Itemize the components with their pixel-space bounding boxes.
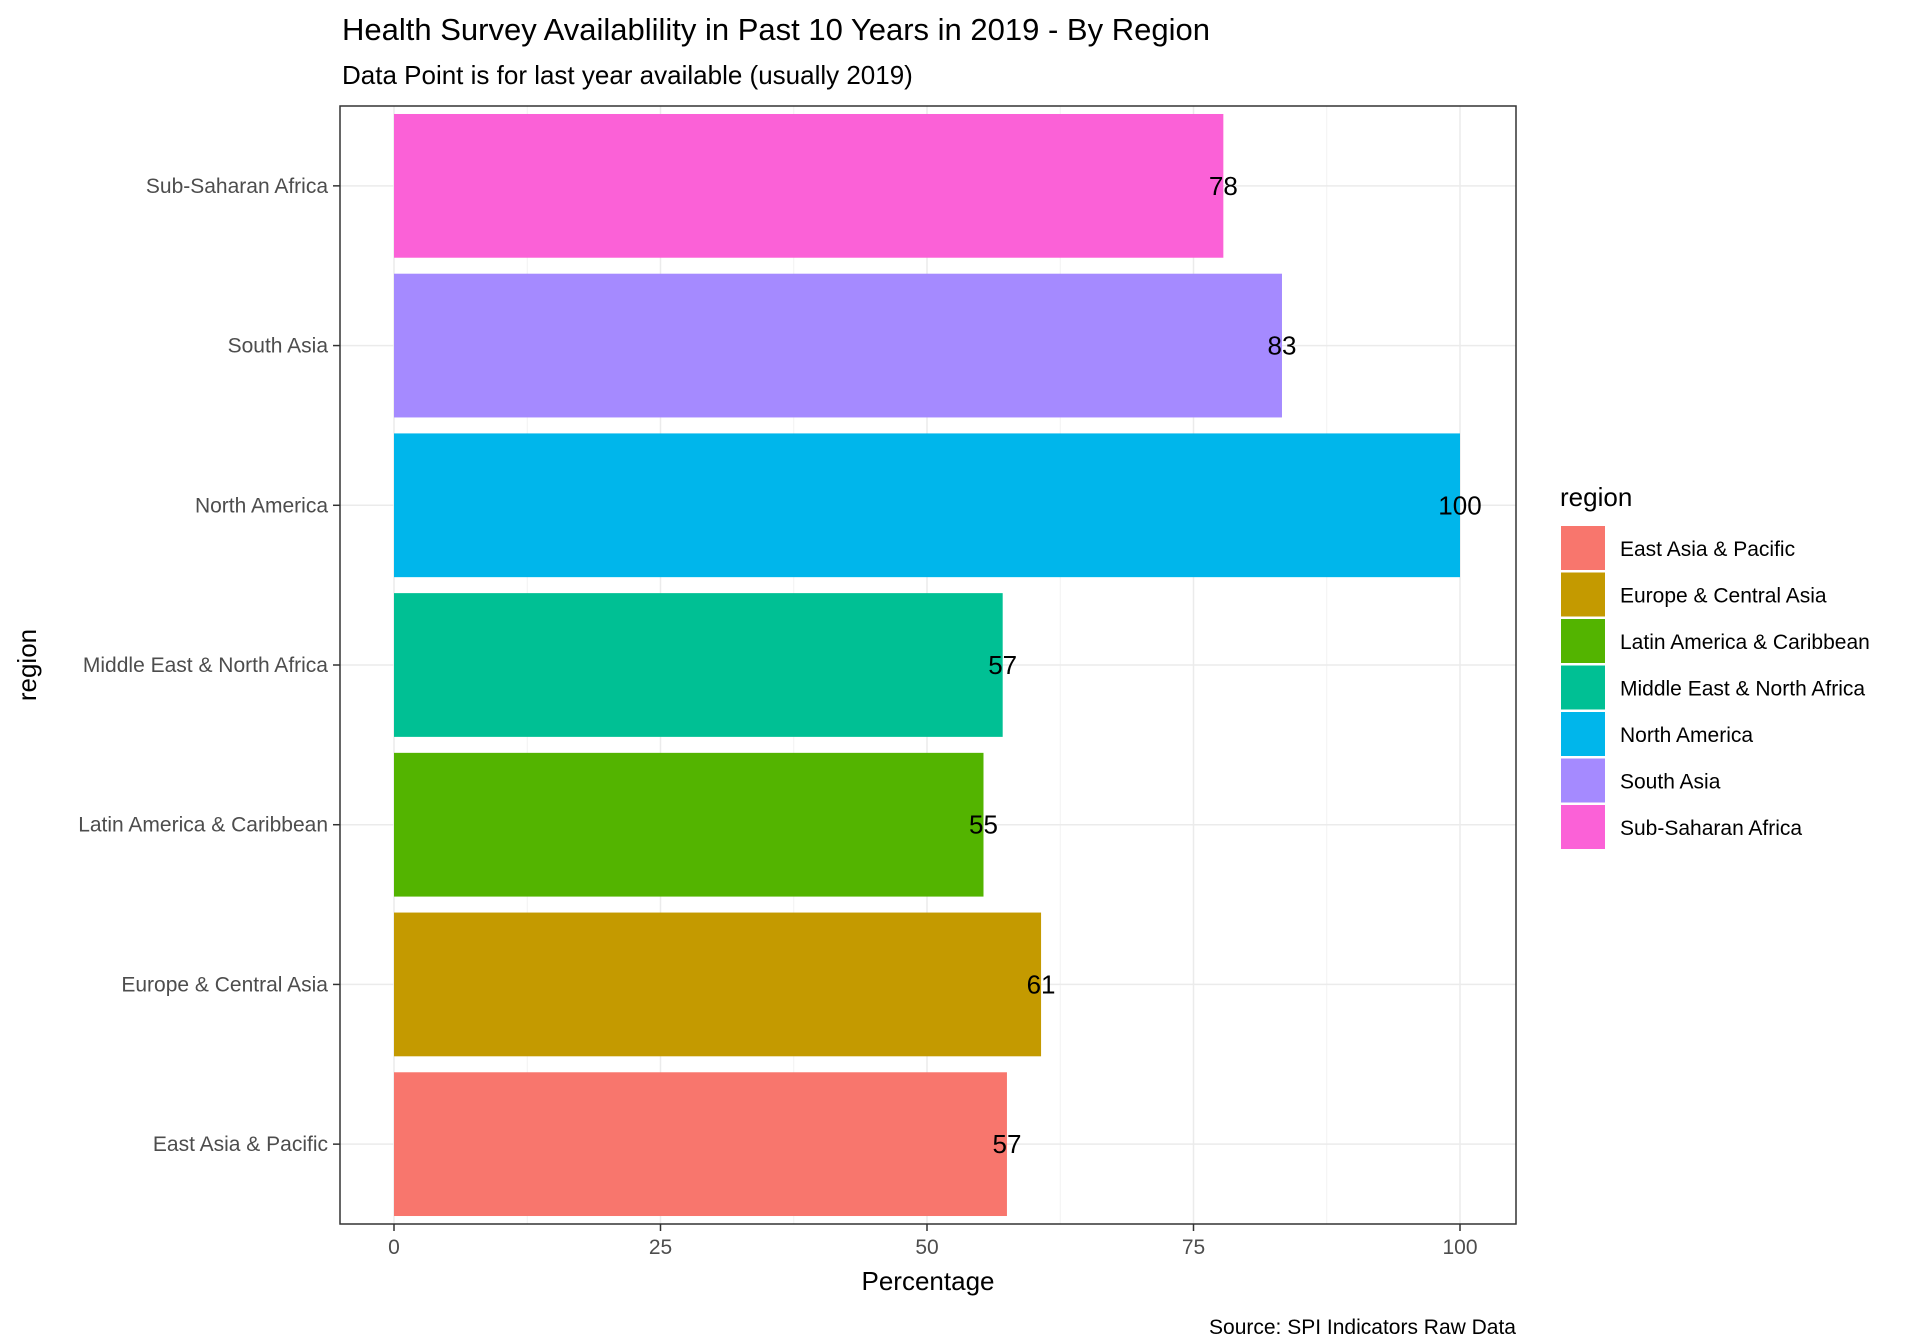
- y-tick-label: East Asia & Pacific: [153, 1133, 328, 1156]
- legend-swatch: [1561, 526, 1605, 570]
- x-tick-label: 75: [1182, 1236, 1205, 1259]
- legend-swatch: [1561, 619, 1605, 663]
- y-tick-label: South Asia: [228, 335, 329, 358]
- chart-title: Health Survey Availablility in Past 10 Y…: [342, 12, 1210, 47]
- x-tick-label: 100: [1442, 1236, 1477, 1259]
- legend-entry-label: Middle East & North Africa: [1620, 678, 1865, 701]
- chart-caption: Source: SPI Indicators Raw Data: [1209, 1316, 1516, 1339]
- y-axis: East Asia & Pacific Europe & Central Asia…: [78, 175, 340, 1156]
- legend: region East Asia & Pacific Europe & Centr…: [1560, 482, 1870, 849]
- legend-title: region: [1560, 482, 1632, 512]
- bar-value-label: 61: [1027, 969, 1056, 999]
- legend-swatch: [1561, 572, 1605, 617]
- chart-subtitle: Data Point is for last year available (u…: [342, 60, 913, 90]
- bar-value-label: 55: [969, 810, 998, 840]
- bar-value-label: 57: [992, 1129, 1021, 1159]
- bar: [394, 433, 1460, 578]
- y-tick-label: Sub-Saharan Africa: [146, 175, 328, 198]
- y-axis-title: region: [12, 629, 42, 701]
- x-axis-title: Percentage: [862, 1266, 995, 1296]
- legend-swatch: [1561, 712, 1605, 756]
- x-axis: 0 25 50 75 100: [388, 1224, 1478, 1259]
- bar-labels: 57 61 55 57 100 83 78: [969, 171, 1482, 1159]
- bar: [394, 273, 1282, 418]
- y-tick-label: Middle East & North Africa: [83, 654, 328, 677]
- legend-entry-label: Europe & Central Asia: [1620, 585, 1827, 608]
- y-tick-label: North America: [195, 494, 328, 517]
- bar-value-label: 78: [1209, 171, 1238, 201]
- y-tick-label: Latin America & Caribbean: [78, 814, 328, 837]
- legend-entry-label: Latin America & Caribbean: [1620, 631, 1870, 654]
- bar: [394, 113, 1224, 258]
- x-tick-label: 25: [649, 1236, 672, 1259]
- plot-panel: 57 61 55 57 100 83 78: [339, 105, 1517, 1225]
- bar-value-label: 100: [1438, 490, 1481, 520]
- y-tick-label: Europe & Central Asia: [121, 973, 328, 996]
- legend-entry-label: South Asia: [1620, 771, 1721, 794]
- legend-items: East Asia & Pacific Europe & Central Asia…: [1561, 526, 1870, 849]
- legend-entry-label: Sub-Saharan Africa: [1620, 817, 1802, 840]
- bar: [394, 593, 1003, 737]
- bar: [394, 1072, 1007, 1217]
- legend-entry-label: East Asia & Pacific: [1620, 538, 1795, 561]
- legend-swatch: [1561, 758, 1605, 803]
- legend-entry-label: North America: [1620, 724, 1753, 747]
- x-tick-label: 0: [388, 1236, 400, 1259]
- bar: [394, 912, 1042, 1057]
- bar: [394, 752, 984, 897]
- bar-value-label: 57: [988, 650, 1017, 680]
- x-tick-label: 50: [915, 1236, 938, 1259]
- legend-swatch: [1561, 665, 1605, 710]
- legend-swatch: [1561, 805, 1605, 849]
- bar-value-label: 83: [1268, 331, 1297, 361]
- bars: [394, 113, 1460, 1217]
